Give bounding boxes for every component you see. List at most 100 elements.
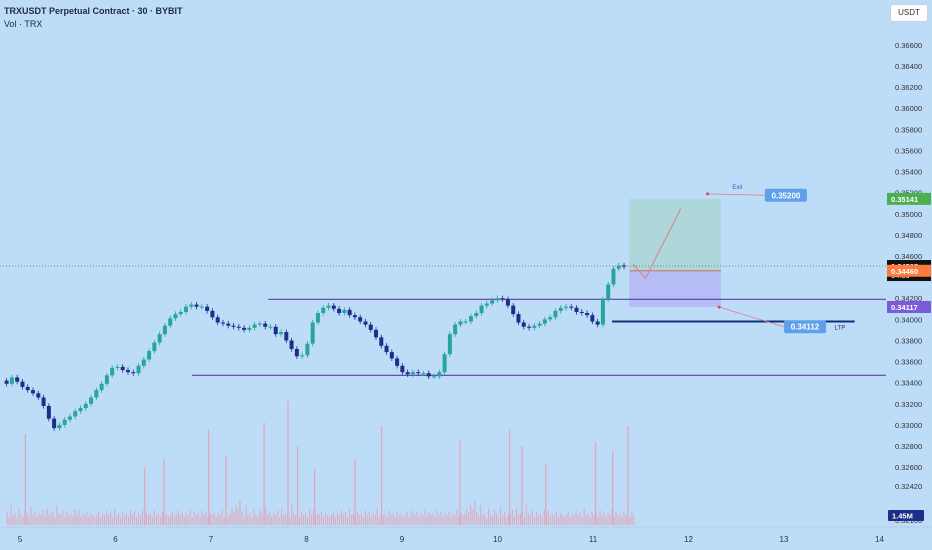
volume-bar [6,511,8,525]
candle [585,313,590,316]
exit-label: Exit [732,185,742,191]
entry-price-badge [887,264,931,277]
volume-bar [416,511,418,525]
volume-bar [20,515,22,525]
volume-bar [326,515,329,525]
time-tick-label: 10 [493,535,502,544]
volume-bar [368,511,370,525]
currency-button[interactable]: USDT [890,4,928,22]
candle [521,322,526,327]
volume-bar [133,511,136,525]
volume-bar [281,508,283,525]
candle [300,355,305,357]
volume-bar [66,511,68,525]
volume-bar [291,505,293,525]
candle [527,326,532,328]
volume-bar [601,515,603,525]
volume-bar [533,516,535,525]
candle [263,323,268,327]
volume-bar [309,508,311,525]
volume-bar [94,516,96,525]
callout-value: 0.34112 [791,323,820,332]
candle [152,342,157,352]
volume-bar [173,516,175,525]
price-tick-label: 0.33600 [895,358,922,367]
volume-bar [169,515,171,525]
callout-dot [717,305,721,309]
candle [104,375,109,384]
volume-bar [492,516,494,525]
volume-bar [346,516,348,525]
candle [395,358,400,366]
price-tick-label: 0.34600 [895,252,922,261]
candle [437,372,442,377]
volume-bar [44,516,46,525]
volume-bar [8,516,10,525]
volume-bar [313,510,315,525]
candle [41,397,46,406]
volume-bar [406,511,408,525]
volume-spike [24,434,26,525]
price-tick-label: 0.32600 [895,463,922,472]
candle [569,306,574,308]
volume-bar [422,515,424,525]
volume-bar [36,516,38,525]
volume-bar [315,516,317,525]
price-tick-label: 0.34000 [895,315,922,324]
volume-bar [92,515,94,525]
candle [57,424,62,429]
volume-bar [500,506,502,525]
volume-bar [342,515,344,525]
ltp-label: LTP [835,325,846,331]
entry-price-value: 0.34460 [891,267,918,276]
stop-price-value: 0.34117 [891,303,918,312]
volume-bar [414,515,416,525]
candle [294,348,299,357]
volume-bar [275,515,277,525]
volume-bar [320,511,323,525]
volume-bar [129,510,132,525]
candle [73,411,78,417]
volume-spike [612,450,614,525]
volume-bar [201,510,203,525]
time-tick-label: 5 [18,535,23,544]
volume-bar [486,518,488,525]
volume-bar [247,515,249,525]
candle [279,332,284,335]
candle [468,316,473,322]
volume-spike [380,426,383,525]
volume-bar [257,516,259,525]
volume-bar [631,511,633,525]
callout-box [764,188,807,202]
volume-bar [384,513,386,525]
volume-bar [88,516,90,525]
volume-bar [370,516,372,525]
volume-bar [96,515,98,525]
volume-bar [229,513,231,525]
candle [120,366,125,371]
candle [99,383,104,391]
volume-spike [144,467,146,525]
candle [25,386,30,391]
volume-bar [382,515,384,525]
volume-bar [496,513,498,525]
volume-bar [478,516,480,525]
candle [15,377,20,382]
volume-bar [452,513,454,525]
candle [268,326,273,328]
volume-bar [104,515,106,525]
candle [622,265,627,267]
volume-bar [458,516,460,525]
volume-bar [609,515,611,525]
volume-bar [189,508,191,525]
volume-bar [585,515,587,525]
volume-bar [48,515,50,525]
volume-bar [432,513,434,525]
volume-bar [18,508,20,525]
volume-spike [459,439,461,525]
volume-bar [615,511,617,525]
volume-bar [565,515,567,525]
volume-bar [535,511,537,525]
